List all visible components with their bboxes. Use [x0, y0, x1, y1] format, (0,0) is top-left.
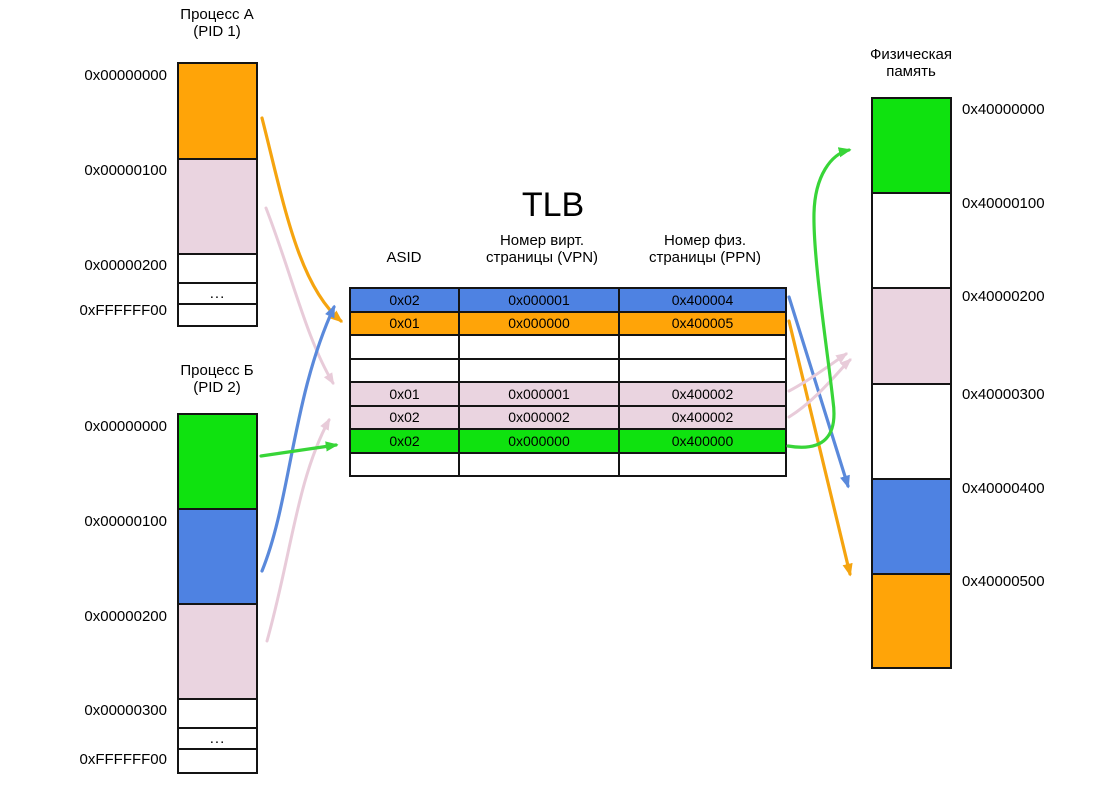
process-b-addr-2: 0x00000200 — [84, 608, 167, 625]
tlb-cell-vpn: 0x000001 — [460, 289, 620, 311]
process-a-addr-2: 0x00000200 — [84, 257, 167, 274]
tlb-cell-ppn — [620, 454, 785, 476]
tlb-cell-vpn: 0x000000 — [460, 430, 620, 452]
process-b-ellipsis-text: ... — [209, 730, 226, 747]
arrow-process-b-pink-to-tlb — [265, 417, 331, 643]
tlb-col-header-ppn-line2: страницы (PPN) — [648, 249, 762, 266]
process-b-title-line1: Процесс Б — [180, 362, 254, 379]
tlb-cell-ppn: 0x400005 — [671, 315, 734, 332]
physical-addr-2: 0x40000200 — [962, 288, 1045, 305]
arrow-process-b-green-to-tlb — [259, 441, 339, 458]
physical-addr-5: 0x40000500 — [962, 573, 1045, 590]
tlb-cell-asid — [351, 453, 460, 475]
physical-page1-block — [871, 192, 952, 289]
process-a-page0-block — [177, 62, 258, 160]
tlb-cell-vpn: 0x000002 — [460, 406, 620, 428]
tlb-cell-asid — [351, 359, 460, 381]
process-b-page0-block — [177, 413, 258, 510]
physical-page0-block — [871, 97, 952, 194]
arrow-process-a-orange-to-tlb — [260, 116, 343, 323]
process-b-title: Процесс Б (PID 2) — [152, 362, 282, 396]
process-b-ellipsis-block: ... — [177, 727, 258, 750]
process-a-addr-1: 0x00000100 — [84, 162, 167, 179]
tlb-col-header-vpn-line2: страницы (VPN) — [485, 249, 599, 266]
physical-addr-3: 0x40000300 — [962, 386, 1045, 403]
tlb-cell-ppn: 0x400004 — [671, 291, 734, 308]
physical-memory-title: Физическая память — [846, 46, 976, 80]
process-a-title-line2: (PID 1) — [193, 23, 241, 40]
process-b-addr-3: 0x00000300 — [84, 702, 167, 719]
arrow-tlb-pink2-to-physical — [787, 358, 852, 419]
process-b-lastpage-block — [177, 748, 258, 774]
physical-page3-block — [871, 383, 952, 480]
process-a-addr-0: 0x00000000 — [84, 67, 167, 84]
tlb-cell-ppn — [620, 336, 785, 358]
tlb-row-3 — [351, 359, 785, 383]
process-b-addr-4: 0xFFFFFF00 — [79, 751, 167, 768]
process-a-ellipsis-text: ... — [209, 285, 226, 302]
tlb-cell-asid: 0x02 — [351, 430, 460, 452]
physical-page5-block — [871, 573, 952, 669]
tlb-cell-vpn: 0x000001 — [460, 383, 620, 405]
tlb-table: 0x02 0x000001 0x400004 0x01 0x000000 0x4… — [349, 287, 787, 477]
tlb-row-5: 0x02 0x000002 0x400002 — [351, 406, 785, 430]
process-a-page1-block — [177, 158, 258, 255]
tlb-col-header-asid: ASID — [386, 249, 422, 266]
tlb-cell-ppn: 0x400000 — [671, 432, 734, 449]
physical-addr-1: 0x40000100 — [962, 195, 1045, 212]
tlb-row-0: 0x02 0x000001 0x400004 — [351, 289, 785, 313]
process-b-addr-0: 0x00000000 — [84, 418, 167, 435]
arrow-tlb-orange-to-physical — [787, 319, 853, 577]
tlb-cell-asid: 0x02 — [351, 406, 460, 428]
physical-page4-block — [871, 478, 952, 575]
tlb-row-7 — [351, 453, 785, 476]
tlb-cell-vpn — [460, 359, 620, 381]
tlb-cell-asid: 0x02 — [351, 289, 460, 311]
physical-addr-0: 0x40000000 — [962, 101, 1045, 118]
tlb-cell-vpn — [460, 336, 620, 358]
arrow-process-a-pink-to-tlb — [264, 206, 335, 386]
tlb-cell-ppn — [620, 360, 785, 382]
process-b-page2-block — [177, 603, 258, 700]
tlb-cell-ppn: 0x400002 — [671, 409, 734, 426]
process-b-page1-block — [177, 508, 258, 605]
tlb-row-4: 0x01 0x000001 0x400002 — [351, 383, 785, 407]
tlb-col-header-vpn-line1: Номер вирт. — [499, 232, 585, 249]
process-a-title-line1: Процесс А — [180, 6, 254, 23]
arrow-tlb-green-to-physical — [786, 147, 852, 449]
process-b-addr-1: 0x00000100 — [84, 513, 167, 530]
tlb-cell-vpn — [460, 453, 620, 475]
physical-memory-title-line2: память — [886, 63, 936, 80]
tlb-cell-vpn: 0x000000 — [460, 312, 620, 334]
process-a-lastpage-block — [177, 303, 258, 327]
tlb-cell-asid: 0x01 — [351, 383, 460, 405]
arrow-process-b-blue-to-tlb — [260, 304, 336, 573]
tlb-col-header-ppn: Номер физ. страницы (PPN) — [625, 232, 785, 266]
process-a-addr-3: 0xFFFFFF00 — [79, 302, 167, 319]
tlb-col-header-vpn: Номер вирт. страницы (VPN) — [462, 232, 622, 266]
tlb-cell-ppn: 0x400002 — [671, 385, 734, 402]
process-b-page3-block — [177, 698, 258, 729]
process-a-title: Процесс А (PID 1) — [152, 6, 282, 40]
physical-memory-title-line1: Физическая — [869, 46, 953, 63]
process-a-page2-block — [177, 253, 258, 284]
process-a-ellipsis-block: ... — [177, 282, 258, 305]
tlb-row-2 — [351, 336, 785, 360]
tlb-cell-asid — [351, 336, 460, 358]
tlb-cell-asid: 0x01 — [351, 312, 460, 334]
process-b-title-line2: (PID 2) — [193, 379, 241, 396]
tlb-row-1: 0x01 0x000000 0x400005 — [351, 312, 785, 336]
physical-page2-block — [871, 287, 952, 385]
tlb-row-6: 0x02 0x000000 0x400000 — [351, 430, 785, 454]
tlb-title: TLB — [521, 186, 585, 224]
tlb-col-header-ppn-line1: Номер физ. — [663, 232, 747, 249]
arrow-tlb-pink1-to-physical — [787, 352, 848, 393]
physical-addr-4: 0x40000400 — [962, 480, 1045, 497]
arrow-tlb-blue-to-physical — [787, 295, 850, 489]
